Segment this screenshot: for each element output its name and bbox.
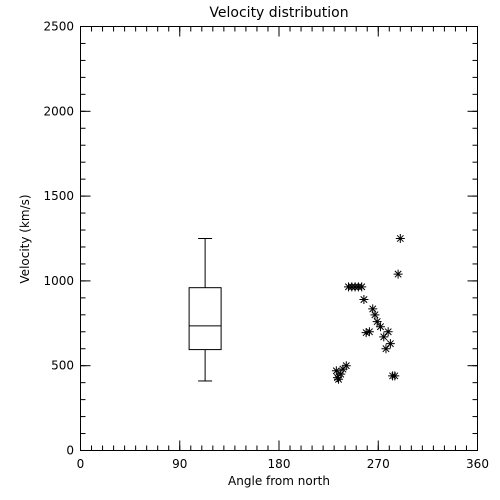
data-point [381, 344, 391, 354]
data-point [390, 371, 400, 381]
x-axis-label: Angle from north [228, 474, 330, 488]
data-point [336, 369, 346, 379]
data-point [341, 361, 351, 371]
data-point [368, 304, 378, 314]
x-tick-label: 180 [268, 457, 291, 471]
y-tick-label: 2000 [43, 104, 74, 118]
x-tick-label: 0 [77, 457, 85, 471]
y-tick-label: 1500 [43, 189, 74, 203]
y-tick-label: 500 [51, 359, 74, 373]
y-tick-label: 1000 [43, 274, 74, 288]
data-point [357, 282, 367, 292]
boxplot-box [188, 287, 222, 351]
scatter-points [331, 234, 405, 384]
x-tick-label: 360 [466, 457, 489, 471]
data-point [334, 374, 344, 384]
data-point [385, 339, 395, 349]
data-point [379, 332, 389, 342]
data-point [361, 328, 371, 338]
y-tick-label: 2500 [43, 20, 74, 34]
data-point [370, 310, 380, 320]
data-point [372, 317, 382, 327]
y-tick-label: 0 [66, 444, 74, 458]
plot-frame [80, 26, 478, 451]
data-point [395, 234, 405, 243]
axis-ticks [80, 26, 478, 451]
y-axis-label: Velocity (km/s) [18, 194, 32, 283]
data-point [364, 327, 374, 337]
x-tick-label: 90 [172, 457, 187, 471]
data-point [375, 322, 385, 332]
data-point [383, 327, 393, 337]
tick-labels: 0 90 180 270 360 0 500 1000 1500 2000 2500 [43, 20, 489, 472]
data-point [338, 364, 348, 374]
chart-title: Velocity distribution [209, 5, 348, 21]
data-point [331, 366, 341, 376]
boxplot [188, 238, 222, 382]
data-point [359, 295, 369, 305]
x-tick-label: 270 [367, 457, 390, 471]
data-point [393, 269, 403, 279]
